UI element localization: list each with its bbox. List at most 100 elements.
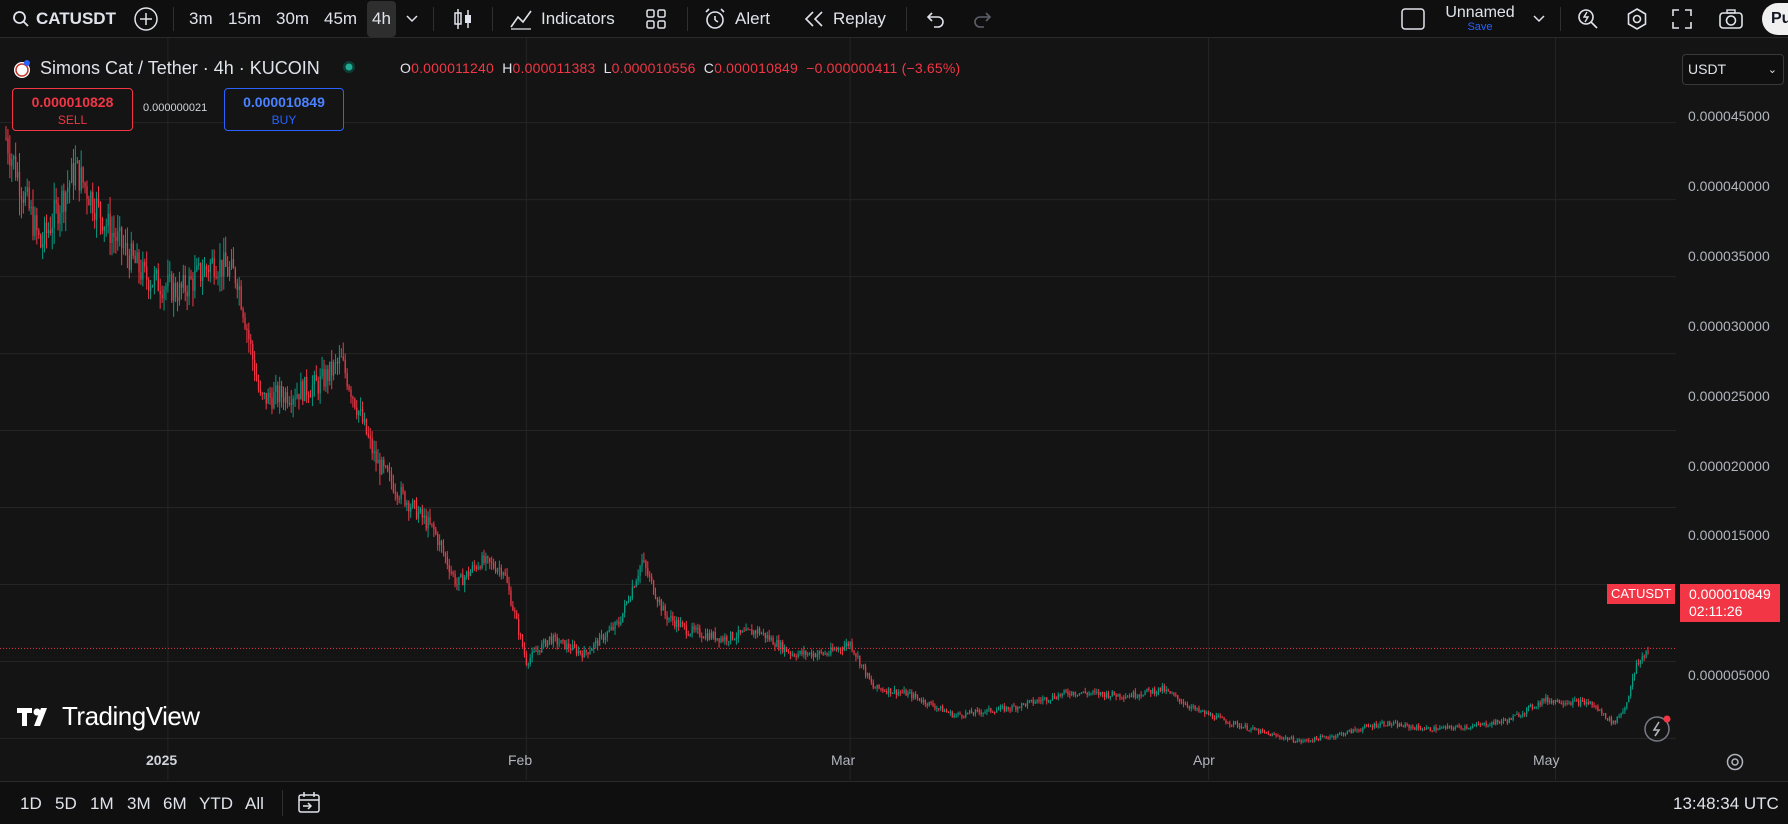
time-axis-tick: May: [1533, 752, 1560, 768]
candle-body: [884, 690, 886, 692]
go-to-date-button[interactable]: [297, 791, 323, 815]
quick-search-button[interactable]: [1576, 0, 1600, 38]
undo-button[interactable]: [924, 0, 946, 38]
candle-body: [80, 167, 82, 191]
replay-button[interactable]: Replay: [803, 0, 886, 38]
fullscreen-button[interactable]: [1671, 0, 1693, 38]
candle-body: [149, 286, 152, 291]
candle-body: [1127, 696, 1129, 698]
range-6m[interactable]: 6M: [163, 794, 187, 813]
utc-clock[interactable]: 13:48:34 UTC: [1673, 794, 1779, 813]
candle-body: [936, 708, 938, 710]
redo-button[interactable]: [972, 0, 994, 38]
candle-body: [1323, 736, 1325, 738]
candle-body: [157, 269, 159, 291]
price-axis-tick: 0.000025000: [1688, 388, 1770, 404]
candle-body: [398, 498, 400, 500]
layout-name-button[interactable]: Unnamed Save: [1444, 0, 1516, 38]
candle-body: [352, 397, 354, 399]
candle-body: [909, 692, 911, 694]
timeframe-15m[interactable]: 15m: [228, 0, 261, 38]
candle-body: [456, 584, 458, 586]
candle-body: [1508, 718, 1510, 723]
range-all[interactable]: All: [245, 794, 264, 813]
candle-body: [184, 274, 186, 292]
candle-body: [379, 459, 381, 475]
candle-body: [1065, 690, 1067, 692]
timeframe-3m[interactable]: 3m: [189, 0, 213, 38]
candle-body: [730, 631, 732, 642]
calendar-icon: [297, 791, 323, 815]
candle-body: [242, 309, 244, 318]
alert-button[interactable]: Alert: [703, 0, 770, 38]
publish-button[interactable]: Pu: [1762, 3, 1788, 35]
candle-body: [972, 713, 975, 715]
candle-body: [785, 647, 788, 652]
candle-body: [466, 571, 468, 578]
candle-body: [1231, 724, 1233, 726]
candle-body: [24, 191, 26, 203]
timeframe-4h[interactable]: 4h: [367, 1, 396, 37]
lightning-button[interactable]: [1643, 713, 1673, 743]
symbol-search[interactable]: CATUSDT: [12, 0, 116, 38]
buy-button[interactable]: 0.000010849 BUY: [224, 88, 344, 131]
candle-body: [338, 356, 341, 364]
candle-body: [986, 709, 988, 713]
candle-body: [1562, 703, 1564, 705]
candle-body: [261, 393, 264, 395]
candle-body: [1300, 739, 1302, 743]
candle-body: [356, 407, 358, 416]
timeframe-45m[interactable]: 45m: [324, 0, 357, 38]
timeframe-dropdown[interactable]: [406, 0, 418, 38]
symbol-legend[interactable]: Simons Cat / Tether · 4h · KUCOIN: [12, 58, 356, 79]
snapshot-button[interactable]: [1718, 0, 1744, 38]
range-ytd[interactable]: YTD: [199, 794, 233, 813]
candlestick-chart[interactable]: [0, 38, 1788, 780]
candle-body: [1042, 698, 1044, 701]
candle-body: [1631, 677, 1634, 687]
layouts-button[interactable]: [645, 0, 667, 38]
candle-body: [866, 673, 869, 676]
sell-button[interactable]: 0.000010828 SELL: [12, 88, 133, 131]
timeframe-30m[interactable]: 30m: [276, 0, 309, 38]
candle-body: [1194, 706, 1196, 710]
candle-body: [861, 664, 863, 666]
candle-body: [755, 630, 757, 634]
compare-add-button[interactable]: [133, 0, 159, 38]
layout-dropdown[interactable]: [1533, 0, 1545, 38]
buy-label: BUY: [271, 113, 297, 127]
candle-body: [947, 711, 950, 713]
candle-body: [460, 574, 462, 577]
candle-body: [1053, 695, 1056, 699]
timeframe-label: 15m: [228, 9, 262, 28]
layout-select-checkbox[interactable]: [1401, 0, 1425, 38]
candle-body: [949, 711, 952, 713]
candle-body: [1021, 703, 1023, 708]
candle-body: [940, 706, 942, 709]
chart-pane[interactable]: [0, 38, 1788, 780]
candle-body: [153, 273, 156, 286]
range-5d[interactable]: 5D: [55, 794, 77, 813]
candle-body: [1552, 700, 1555, 704]
currency-select[interactable]: USDT ⌄: [1682, 54, 1784, 85]
axis-settings-button[interactable]: [1725, 752, 1745, 772]
candle-body: [967, 712, 969, 714]
candle-body: [1468, 727, 1470, 729]
candle-body: [911, 692, 913, 699]
candle-body: [620, 621, 622, 625]
candle-body: [1140, 694, 1142, 696]
range-1d[interactable]: 1D: [20, 794, 42, 813]
candle-body: [15, 156, 17, 178]
candle-body: [1256, 729, 1258, 731]
settings-button[interactable]: [1625, 0, 1649, 38]
candle-body: [1425, 727, 1428, 730]
range-1m[interactable]: 1M: [90, 794, 114, 813]
candle-body: [872, 682, 874, 688]
candle-body: [1281, 737, 1283, 739]
candle-body: [1146, 688, 1148, 692]
candle-body: [504, 572, 506, 575]
chart-type-button[interactable]: [452, 0, 474, 38]
indicators-button[interactable]: Indicators: [509, 0, 615, 38]
range-3m[interactable]: 3M: [127, 794, 151, 813]
candle-body: [265, 392, 267, 404]
